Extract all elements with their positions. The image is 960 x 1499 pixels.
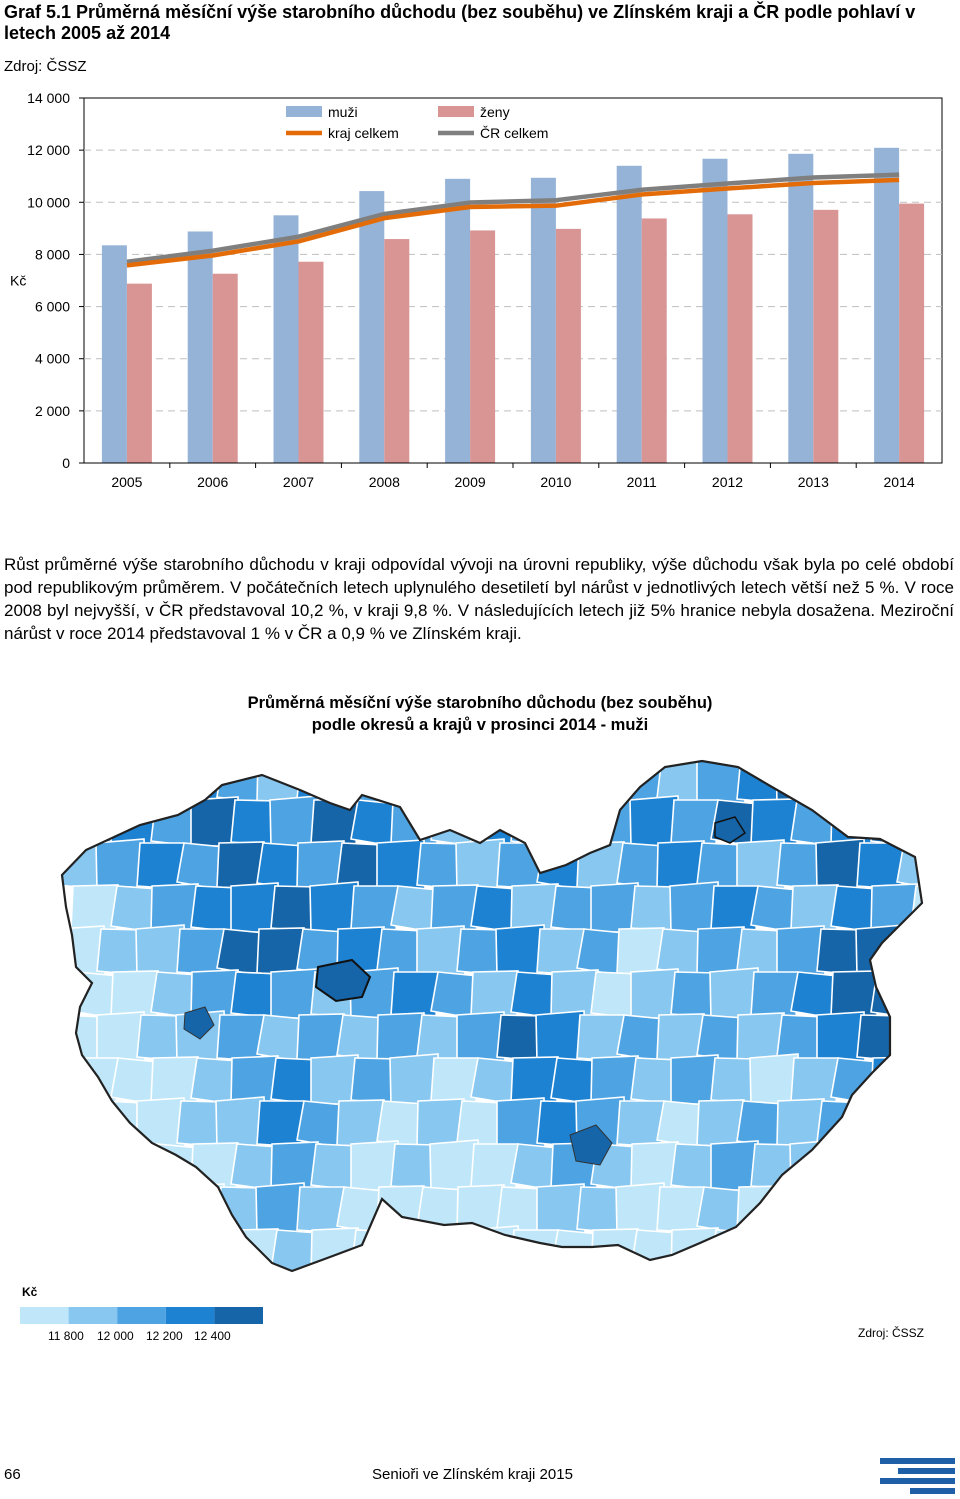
legend-label: kraj celkem [328,125,399,141]
bar-ženy-2007 [298,261,324,463]
line-ČR-celkem [126,172,900,264]
legend-color-class [117,1307,166,1324]
bar-muži-2011 [616,165,642,463]
ostrava-city-district [714,816,747,844]
x-tick-label: 2013 [798,474,829,490]
bar-muži-2014 [874,147,900,463]
legend-label: muži [328,104,358,120]
map-legend-break-3: 12 200 [146,1329,183,1343]
czso-logo-icon [880,1458,955,1494]
x-tick-label: 2010 [540,474,571,490]
map-legend-unit: Kč [22,1285,38,1299]
y-tick-label: 10 000 [27,194,70,210]
map-source: Zdroj: ČSSZ [858,1326,925,1340]
x-tick-label: 2005 [111,474,142,490]
y-axis: 0 2 000 4 000 6 000 8 000 10 000 12 000 14 000 K… [10,90,84,471]
line-kraj-celkem [126,177,900,268]
legend-color-class [20,1307,69,1324]
bar-muži-2013 [788,153,814,463]
bar-ženy-2011 [641,218,667,463]
chart-legend: muži ženy kraj celkem ČR celkem [286,104,548,141]
legend-swatch-ženy [438,106,474,117]
bar-ženy-2013 [813,209,839,463]
brno-city-district [569,1124,613,1166]
bar-ženy-2014 [899,203,925,463]
bar-muži-2007 [273,215,299,463]
map-legend-break-1: 11 800 [48,1329,84,1343]
map-title: Průměrná měsíční výše starobního důchodu… [0,692,960,736]
chart-lines [126,172,900,268]
bar-ženy-2009 [470,230,496,463]
bar-line-chart: 0 2 000 4 000 6 000 8 000 10 000 12 000 14 000 K… [10,90,943,490]
choropleth-map [0,755,960,1285]
bar-muži-2012 [702,158,728,463]
bar-ženy-2010 [555,228,581,463]
bar-muži-2008 [359,191,385,463]
legend-color-class [214,1307,263,1324]
bar-muži-2009 [445,178,471,464]
bar-ženy-2005 [126,283,152,463]
y-axis-label: Kč [10,273,26,289]
district-area [270,1229,319,1271]
chart-bars [101,147,925,464]
bar-ženy-2008 [384,239,410,463]
x-tick-label: 2006 [197,474,228,490]
bar-ženy-2006 [212,273,238,463]
body-paragraph: Růst průměrné výše starobního důchodu v … [4,555,954,643]
map-title-line2: podle okresů a krajů v prosinci 2014 - m… [311,716,649,734]
bar-ženy-2012 [727,214,753,463]
x-tick-label: 2011 [627,474,657,490]
x-tick-label: 2008 [369,474,400,490]
bar-muži-2005 [101,245,127,463]
legend-color-class [165,1307,215,1324]
legend-swatch-muži [286,106,322,117]
x-tick-label: 2012 [712,474,743,490]
map-title-line1: Průměrná měsíční výše starobního důchodu… [247,694,713,712]
map-legend-break-2: 12 000 [97,1329,134,1343]
map-legend-break-4: 12 400 [194,1329,231,1343]
page-number: 66 [4,1466,21,1483]
legend-label: ženy [480,104,510,120]
bar-muži-2006 [187,231,213,463]
y-tick-label: 14 000 [27,90,70,106]
chart-title: Graf 5.1 Průměrná měsíční výše starobníh… [4,2,916,43]
y-tick-label: 2 000 [35,403,70,419]
legend-color-class [68,1307,118,1324]
country-outline [60,759,924,1273]
x-tick-label: 2014 [884,474,915,490]
y-tick-label: 0 [62,455,70,471]
publication-title: Senioři ve Zlínském kraji 2015 [372,1466,573,1483]
x-axis: 2005 2006 2007 2008 2009 2010 2011 2012 2013 2014 [84,462,942,490]
x-tick-label: 2009 [455,474,486,490]
map-legend-scale [20,1307,263,1324]
y-tick-label: 8 000 [35,246,70,262]
plzen-city-district [183,1006,215,1040]
legend-label: ČR celkem [480,125,548,141]
x-tick-label: 2007 [283,474,314,490]
y-tick-label: 4 000 [35,351,70,367]
prague-region [314,958,372,1003]
y-tick-label: 12 000 [27,142,70,158]
bar-muži-2010 [530,177,556,463]
y-tick-label: 6 000 [35,299,70,315]
chart-source: Zdroj: ČSSZ [4,58,87,75]
